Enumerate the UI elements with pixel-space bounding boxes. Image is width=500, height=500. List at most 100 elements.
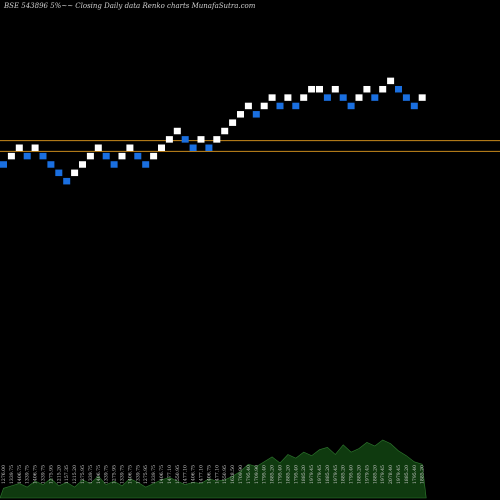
volume-label: 1339.75: [88, 465, 94, 484]
volume-label: 1406.75: [191, 465, 197, 484]
volume-label: 1477.10: [214, 465, 220, 484]
volume-label: 1406.75: [96, 465, 102, 484]
horizontal-lines: [0, 140, 500, 152]
renko-brick: [197, 136, 205, 143]
volume-label: 1885.20: [325, 465, 331, 484]
volume-label: 1550.95: [175, 465, 181, 484]
volume-label: 1477.10: [199, 465, 205, 484]
renko-brick: [379, 85, 387, 93]
renko-brick: [237, 111, 244, 118]
volume-label: 1628.50: [230, 465, 236, 484]
volume-label: 1339.75: [151, 465, 157, 484]
renko-brick: [142, 161, 150, 168]
volume-label: 1339.75: [9, 465, 15, 484]
volume-label: 1275.95: [112, 465, 118, 484]
renko-brick: [181, 136, 189, 143]
renko-brick: [221, 127, 229, 135]
volume-label: 1339.75: [135, 465, 141, 484]
renko-brick: [94, 144, 102, 151]
renko-brick: [371, 94, 379, 101]
renko-brick: [347, 102, 355, 110]
volume-label: 1795.40: [262, 465, 268, 484]
volume-label: 1885.20: [420, 465, 426, 484]
volume-label: 1795.40: [349, 465, 355, 484]
volume-label: 1215.20: [56, 465, 62, 484]
volume-label: 1406.75: [33, 465, 39, 484]
volume-label: 1477.10: [167, 465, 173, 484]
renko-brick: [363, 85, 371, 93]
volume-label: 1406.75: [206, 465, 212, 484]
renko-brick: [323, 94, 331, 101]
renko-brick: [387, 77, 395, 85]
renko-brick: [165, 136, 173, 143]
volume-label: 1275.95: [143, 465, 149, 484]
renko-brick: [31, 144, 39, 151]
volume-label: 1276.00: [1, 465, 7, 484]
renko-brick: [284, 94, 292, 101]
volume-label: 1157.35: [64, 465, 70, 484]
renko-brick: [158, 144, 165, 151]
volume-label: 1339.75: [104, 465, 110, 484]
volume-label: 1885.20: [372, 465, 378, 484]
renko-brick: [205, 144, 213, 151]
renko-brick: [150, 152, 158, 160]
volume-label: 1339.75: [120, 465, 126, 484]
renko-brick: [300, 94, 308, 101]
volume-label: 1275.95: [48, 465, 54, 484]
renko-brick: [110, 161, 118, 168]
volume-label: 1795.40: [293, 465, 299, 484]
volume-label: 1885.20: [357, 465, 363, 484]
renko-brick: [268, 94, 276, 101]
volume-label: 1979.45: [317, 465, 323, 484]
volume-label: 1339.75: [41, 465, 47, 484]
renko-brick: [173, 127, 181, 135]
volume-label: 1275.95: [80, 465, 86, 484]
volume-label: 1979.45: [380, 465, 386, 484]
renko-brick: [134, 152, 142, 160]
renko-brick: [339, 94, 347, 101]
volume-label: 1979.45: [364, 465, 370, 484]
renko-brick: [355, 94, 363, 101]
renko-brick: [55, 169, 63, 177]
renko-brick: [213, 136, 221, 143]
renko-brick: [23, 152, 31, 160]
volume-label: 1709.90: [254, 465, 260, 484]
renko-brick: [292, 102, 300, 110]
volume-label: 1406.75: [127, 465, 133, 484]
volume-label: 1885.20: [341, 465, 347, 484]
volume-label: 1979.45: [396, 465, 402, 484]
volume-label: 1406.75: [17, 465, 23, 484]
renko-brick: [102, 152, 110, 160]
renko-brick: [260, 102, 268, 110]
renko-brick: [316, 85, 323, 93]
renko-brick: [244, 102, 252, 110]
renko-brick: [0, 161, 7, 168]
volume-labels: 1276.00 1339.75 1406.75 1339.75 1406.75 1339.…: [1, 465, 426, 484]
volume-label: 1795.40: [412, 465, 418, 484]
renko-brick: [276, 102, 284, 110]
volume-label: 1795.40: [278, 465, 284, 484]
renko-brick: [395, 85, 402, 93]
renko-brick: [63, 177, 71, 185]
renko-brick: [47, 161, 55, 168]
renko-brick: [118, 152, 126, 160]
renko-brick: [189, 144, 197, 151]
volume-label: 1979.45: [309, 465, 315, 484]
renko-brick: [39, 152, 47, 160]
volume-label: 1477.10: [183, 465, 189, 484]
renko-brick: [308, 85, 316, 93]
renko-brick: [86, 152, 94, 160]
renko-brick: [331, 85, 339, 93]
volume-label: 1795.40: [246, 465, 252, 484]
volume-label: 1885.20: [270, 465, 276, 484]
renko-brick: [402, 94, 410, 101]
renko-brick: [71, 169, 79, 177]
volume-area: [0, 439, 427, 499]
volume-area-shape: [0, 439, 427, 499]
volume-label: 1885.20: [285, 465, 291, 484]
volume-label: 1885.20: [404, 465, 410, 484]
renko-brick: [79, 161, 86, 168]
volume-label: 1215.20: [72, 465, 78, 484]
